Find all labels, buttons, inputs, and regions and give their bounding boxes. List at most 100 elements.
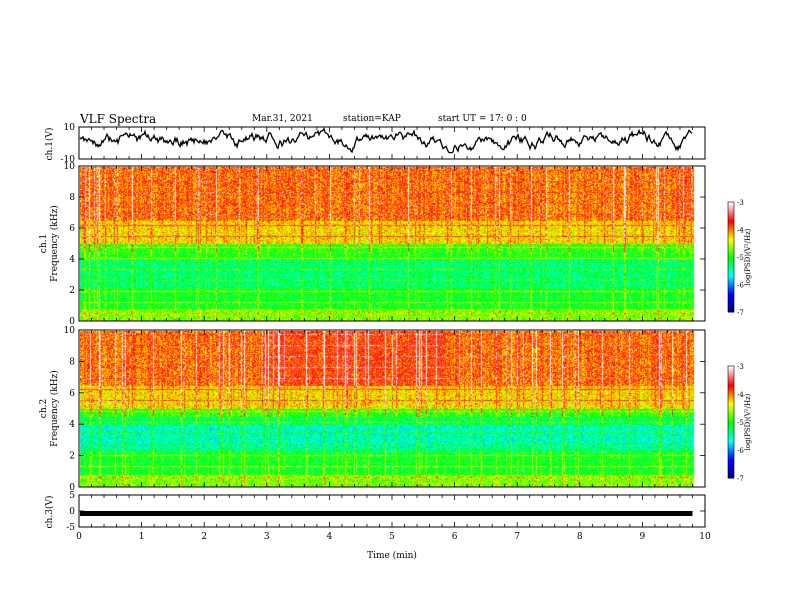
colorbar-step <box>728 377 734 380</box>
x-tick-label: 6 <box>452 532 458 542</box>
ch1-spectrogram-ylabel-channel: ch.1 <box>39 234 49 253</box>
date-label: Mar.31, 2021 <box>252 114 313 124</box>
colorbar-step <box>728 399 734 402</box>
colorbar-step <box>728 275 734 278</box>
colorbar-step <box>728 224 734 227</box>
y-tick-label: 0 <box>69 317 75 327</box>
colorbar-step <box>728 227 734 230</box>
x-tick-label: 7 <box>514 532 520 542</box>
colorbar-step <box>728 257 734 260</box>
x-axis-label: Time (min) <box>367 550 417 561</box>
colorbar-step <box>728 369 734 373</box>
colorbar-step <box>728 418 734 421</box>
ch1-spectrogram-colorbar-label: log(PSD)(V²/Hz) <box>744 228 752 285</box>
colorbar-step <box>728 302 734 306</box>
colorbar-step <box>728 262 734 265</box>
colorbar-step <box>728 211 734 214</box>
colorbar-step <box>728 280 734 284</box>
colorbar-step <box>728 249 734 252</box>
ch1-spectrogram-ylabel-frequency: Frequency (kHz) <box>49 205 60 282</box>
colorbar-step <box>728 397 734 401</box>
colorbar-step <box>728 408 734 412</box>
colorbar-step <box>728 375 734 378</box>
colorbar-step <box>728 444 734 447</box>
colorbar-step <box>728 258 734 262</box>
ch1-spectrogram-heatmap <box>79 166 705 321</box>
colorbar-step <box>728 474 734 477</box>
colorbar-step <box>728 218 734 221</box>
colorbar-step <box>728 450 734 453</box>
colorbar-step <box>728 295 734 298</box>
colorbar-step <box>728 386 734 389</box>
ch2-spectrogram-colorbar-tick-label: -6 <box>737 447 744 455</box>
y-tick-label: 2 <box>69 286 75 296</box>
ch2-spectrogram-colorbar-tick-label: -4 <box>737 391 744 399</box>
ch1-spectrogram-heatmap-canvas <box>79 166 705 321</box>
colorbar-step <box>728 266 734 269</box>
y-tick-label: 0 <box>69 507 75 517</box>
colorbar-step <box>728 431 734 434</box>
colorbar-step <box>728 470 734 473</box>
y-tick-label: 6 <box>69 389 75 399</box>
y-tick-label: -5 <box>66 523 75 533</box>
colorbar-step <box>728 214 734 218</box>
ch1-spectrogram-colorbar-frame <box>727 201 735 313</box>
colorbar-step <box>728 308 734 311</box>
colorbar-step <box>728 433 734 436</box>
colorbar-step <box>728 448 734 451</box>
colorbar-step <box>728 269 734 273</box>
colorbar-step <box>728 435 734 438</box>
colorbar-step <box>728 247 734 251</box>
colorbar-step <box>728 464 734 468</box>
y-tick-label: 2 <box>69 452 75 462</box>
colorbar-step <box>728 282 734 285</box>
ch2-spectrogram-colorbar-tick-label: -5 <box>737 419 744 427</box>
colorbar-step <box>728 297 734 300</box>
colorbar-step <box>728 277 734 280</box>
colorbar-step <box>728 407 734 410</box>
ch1-spectrogram-colorbar-tick-label: -7 <box>737 309 744 317</box>
colorbar-step <box>728 436 734 440</box>
colorbar-step <box>728 299 734 302</box>
colorbar-step <box>728 246 734 249</box>
colorbar-step <box>728 472 734 475</box>
colorbar-step <box>728 427 734 430</box>
x-tick-label: 0 <box>76 532 82 542</box>
y-tick-label: 8 <box>69 357 75 367</box>
colorbar-step <box>728 476 734 479</box>
colorbar-step <box>728 455 734 458</box>
colorbar-step <box>728 231 734 234</box>
x-tick-label: 1 <box>139 532 145 542</box>
colorbar-step <box>728 238 734 241</box>
colorbar-step <box>728 203 734 207</box>
colorbar-step <box>728 382 734 386</box>
start-time-label: start UT = 17: 0 : 0 <box>438 114 527 124</box>
colorbar-step <box>728 291 734 295</box>
colorbar-step <box>728 373 734 376</box>
y-tick-label: 5 <box>69 491 75 501</box>
y-tick-label: 8 <box>69 193 75 203</box>
x-tick-label: 10 <box>699 532 711 542</box>
colorbar-step <box>728 459 734 462</box>
colorbar-step <box>728 220 734 223</box>
colorbar-step <box>728 446 734 449</box>
colorbar-step <box>728 463 734 466</box>
y-tick-label: 4 <box>69 255 75 265</box>
y-tick-label: 6 <box>69 224 75 234</box>
colorbar-step <box>728 429 734 432</box>
colorbar-step <box>728 240 734 243</box>
ylabel-ch3-waveform: ch.3(V) <box>44 496 55 529</box>
x-tick-label: 2 <box>201 532 207 542</box>
colorbar-step <box>728 301 734 304</box>
colorbar-step <box>728 288 734 291</box>
colorbar-step <box>728 233 734 236</box>
colorbar-step <box>728 260 734 263</box>
colorbar-step <box>728 403 734 406</box>
ch1-spectrogram-colorbar-tick-label: -6 <box>737 282 744 290</box>
colorbar-step <box>728 401 734 404</box>
colorbar-step <box>728 268 734 271</box>
ch2-spectrogram-colorbar-tick-label: -3 <box>737 363 744 371</box>
colorbar-step <box>728 253 734 256</box>
colorbar-step <box>728 466 734 470</box>
colorbar-step <box>728 209 734 212</box>
